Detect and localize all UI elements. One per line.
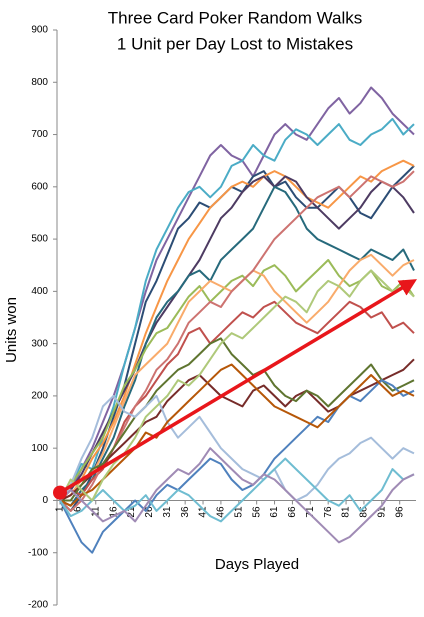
x-tick-label: 41 — [198, 506, 209, 518]
walk-line — [59, 300, 415, 502]
x-tick-label: 51 — [233, 506, 244, 518]
x-tick-label: 61 — [269, 506, 280, 518]
walk-line — [60, 337, 415, 502]
x-tick-label: 86 — [359, 506, 370, 518]
y-axis-title: Units won — [3, 297, 20, 363]
x-tick-label: 16 — [108, 506, 119, 518]
y-tick-label: 400 — [31, 286, 48, 297]
walk-line — [59, 175, 415, 502]
chart-title: Three Card Poker Random Walks — [108, 8, 362, 27]
y-tick-label: 700 — [31, 129, 48, 140]
x-tick-label: 96 — [394, 506, 405, 518]
y-tick-label: -200 — [28, 600, 48, 611]
trend-arrow — [59, 279, 418, 495]
walk-line — [59, 185, 415, 507]
walk-line — [59, 259, 415, 502]
x-tick-label: 81 — [341, 506, 352, 518]
x-tick-label: 21 — [126, 506, 137, 518]
walk-line — [59, 358, 415, 502]
x-tick-label: 66 — [287, 506, 298, 518]
x-tick-label: 76 — [323, 506, 334, 518]
walk-line — [59, 457, 415, 523]
x-tick-label: 91 — [376, 506, 387, 518]
y-tick-label: 100 — [31, 443, 48, 454]
y-tick-label: 0 — [42, 495, 48, 506]
trend-start — [53, 485, 67, 500]
x-tick-label: 6 — [73, 506, 84, 512]
x-tick-label: 46 — [216, 506, 227, 518]
x-tick-label: 36 — [180, 506, 191, 518]
walk-line — [59, 170, 415, 512]
walk-line — [59, 363, 415, 507]
x-tick-label: 11 — [90, 506, 101, 517]
y-tick-label: 500 — [31, 234, 48, 245]
y-tick-label: 600 — [31, 181, 48, 192]
walk-line — [59, 379, 415, 554]
walk-line — [59, 159, 415, 502]
x-tick-label: 31 — [162, 506, 173, 518]
walk-line — [59, 86, 415, 502]
y-tick-label: 900 — [31, 25, 48, 36]
x-tick-label: 26 — [144, 506, 155, 518]
walk-line — [59, 117, 415, 502]
y-tick-label: -100 — [28, 547, 48, 558]
y-tick-label: 800 — [31, 77, 48, 88]
y-tick-label: 200 — [31, 391, 48, 402]
x-axis-title: Days Played — [215, 556, 299, 573]
walk-line — [59, 447, 415, 544]
walk-line — [59, 394, 415, 502]
x-tick-label: 1 — [55, 506, 66, 512]
y-tick-label: 300 — [31, 338, 48, 349]
chart-subtitle: 1 Unit per Day Lost to Mistakes — [117, 34, 353, 53]
x-tick-label: 71 — [305, 506, 316, 518]
x-tick-label: 56 — [251, 506, 262, 518]
